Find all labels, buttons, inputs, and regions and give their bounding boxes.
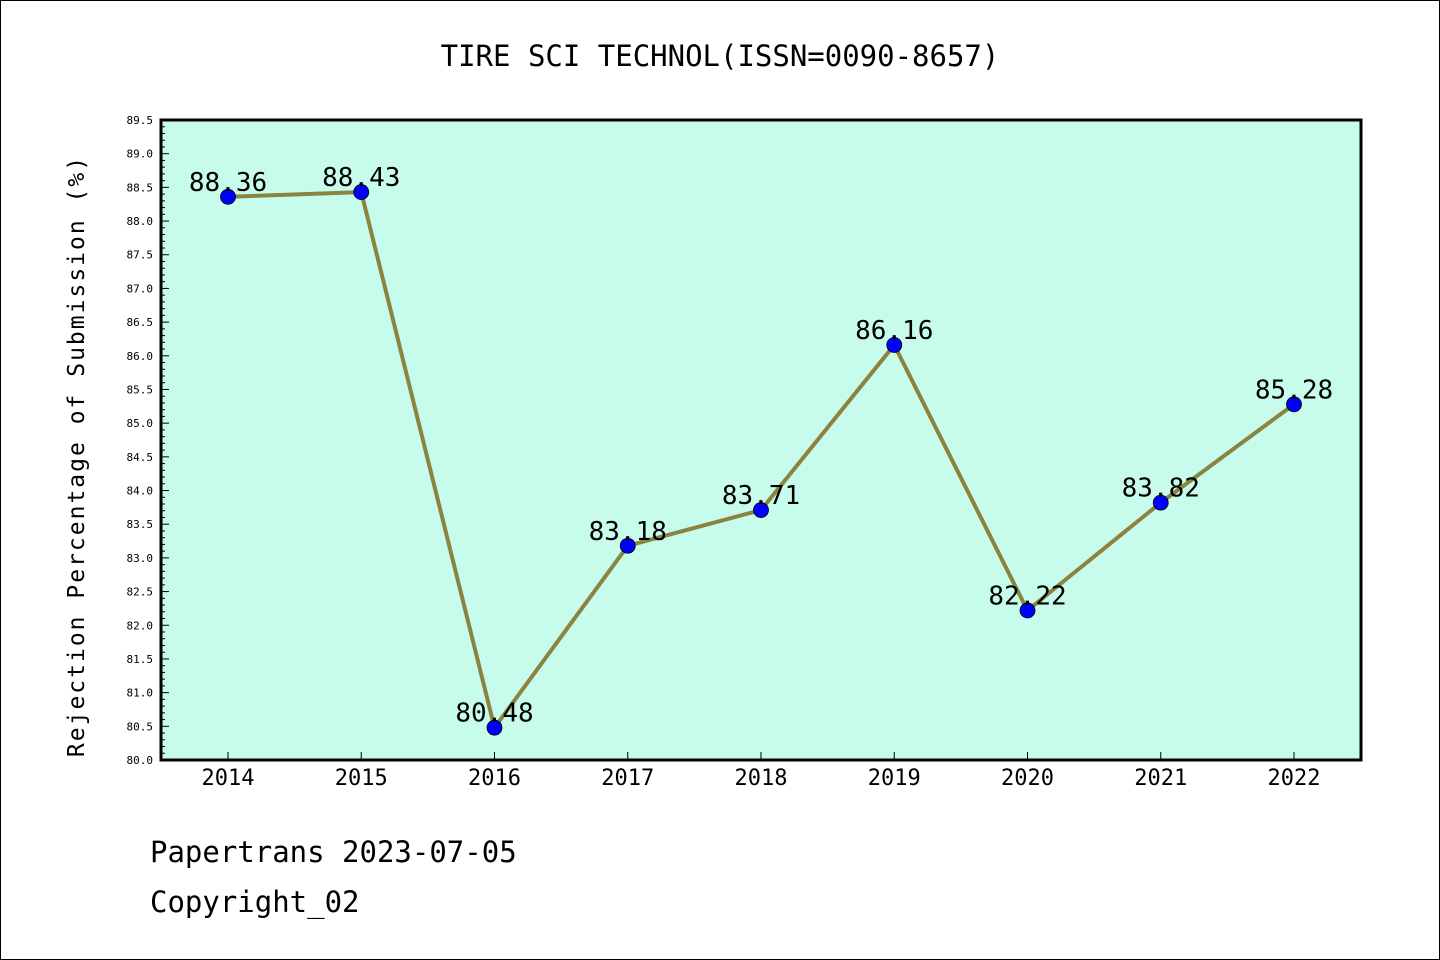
footer-copyright: Copyright_02 [150, 885, 360, 919]
data-point [1286, 396, 1302, 413]
y-axis: 80.0 80.5 81.0 81.5 82.0 82.5 83.0 83.5 84.0 84.5… [127, 114, 169, 767]
data-point [753, 502, 769, 518]
x-tick-label: 2022 [1268, 766, 1321, 791]
y-tick-label: 81.0 [127, 687, 154, 700]
data-label: 83.71 [722, 481, 800, 511]
x-axis: 2014 2015 2016 2017 2018 2019 2020 2021 2022 [202, 752, 1321, 791]
data-label: 86.16 [855, 316, 933, 346]
y-tick-label: 85.5 [127, 383, 154, 396]
y-tick-label: 84.0 [127, 485, 154, 498]
x-tick-label: 2020 [1001, 766, 1054, 791]
y-tick-label: 86.5 [127, 316, 154, 329]
y-tick-label: 86.0 [127, 350, 154, 363]
y-axis-label: Rejection Percentage of Submission (%) [64, 155, 90, 757]
y-tick-label: 84.5 [127, 451, 154, 464]
y-tick-label: 82.0 [127, 619, 154, 632]
data-point [220, 188, 236, 205]
data-labels-layer: 88.36 88.43 80.48 83.18 83.71 86.16 82.22 83.82… [189, 163, 1333, 729]
y-tick-label: 88.0 [127, 215, 154, 228]
x-tick-label: 2019 [868, 766, 921, 791]
data-points-layer [220, 184, 1302, 736]
data-label: 83.18 [589, 517, 667, 547]
y-tick-label: 80.5 [127, 720, 154, 733]
y-tick-label: 89.0 [127, 148, 154, 161]
y-tick-label: 83.5 [127, 518, 154, 531]
y-tick-label: 88.5 [127, 181, 154, 194]
data-point [619, 537, 636, 554]
y-tick-label: 83.0 [127, 552, 154, 565]
data-label: 82.22 [988, 581, 1066, 611]
data-point [1152, 494, 1169, 511]
data-point [353, 184, 370, 200]
data-label: 88.43 [322, 163, 400, 193]
y-tick-label: 85.0 [127, 417, 154, 430]
data-label: 83.82 [1122, 474, 1200, 504]
y-tick-label: 81.5 [127, 653, 154, 666]
y-tick-label: 87.5 [127, 249, 154, 262]
x-tick-label: 2018 [735, 766, 788, 791]
y-tick-label: 82.5 [127, 586, 154, 599]
x-tick-label: 2017 [601, 766, 654, 791]
data-label: 88.36 [189, 168, 267, 198]
y-tick-label: 80.0 [127, 754, 154, 767]
x-tick-label: 2016 [468, 766, 521, 791]
y-tick-label: 87.0 [127, 282, 154, 295]
x-tick-label: 2015 [335, 766, 388, 791]
y-tick-label: 89.5 [127, 114, 154, 127]
plot-area [159, 118, 1363, 762]
footer-date: Papertrans 2023-07-05 [150, 835, 517, 869]
chart-title: TIRE SCI TECHNOL(ISSN=0090-8657) [441, 39, 1000, 73]
data-point [886, 337, 903, 353]
data-label: 80.48 [455, 699, 533, 729]
data-point [486, 719, 503, 736]
x-tick-label: 2021 [1134, 766, 1187, 791]
x-tick-label: 2014 [202, 766, 255, 791]
data-point [1019, 602, 1036, 619]
data-label: 85.28 [1255, 375, 1333, 405]
